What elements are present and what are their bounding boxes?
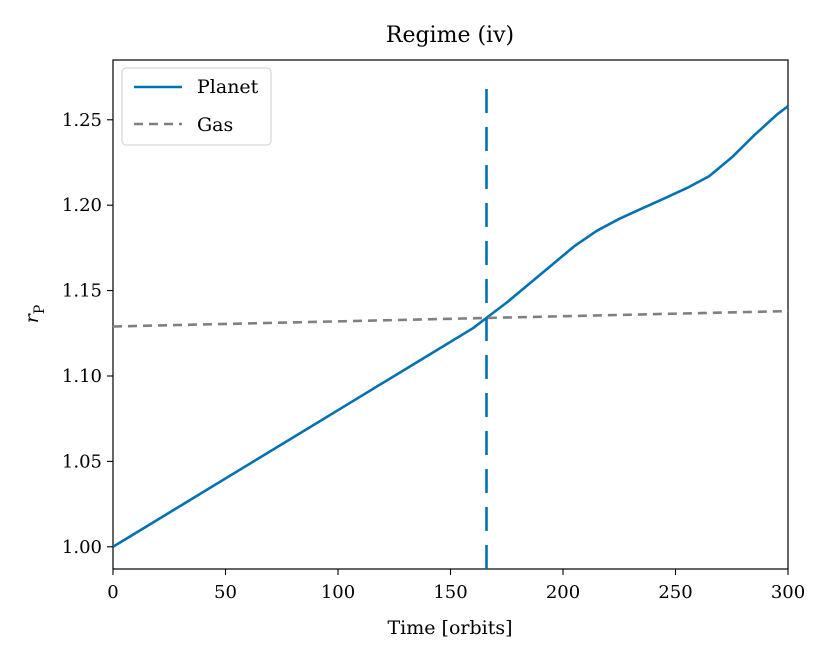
x-tick-label: 200 [546, 582, 580, 603]
x-tick-label: 250 [658, 582, 692, 603]
y-tick-label: 1.20 [62, 195, 102, 216]
y-axis-label-main: r [21, 312, 43, 323]
y-axis-label-subscript: P [32, 305, 48, 314]
x-tick-label: 100 [321, 582, 355, 603]
x-axis-ticks: 0 50 100 150 200 250 300 [107, 569, 805, 603]
legend: Planet Gas [121, 67, 272, 146]
y-axis-label: rP [21, 305, 48, 324]
y-tick-label: 1.15 [62, 281, 102, 302]
series-line-gas [112, 309, 789, 328]
y-tick-label: 1.25 [62, 110, 102, 131]
series-line-planet [112, 105, 789, 548]
x-tick-label: 300 [771, 582, 805, 603]
y-tick-label: 1.05 [62, 451, 102, 472]
legend-planet-label: Planet [197, 76, 259, 98]
y-tick-label: 1.10 [62, 366, 102, 387]
x-tick-label: 150 [433, 582, 467, 603]
series-layer [112, 89, 789, 569]
chart-title: Regime (iv) [386, 23, 514, 48]
x-tick-label: 50 [214, 582, 237, 603]
y-axis-ticks: 1.00 1.05 1.10 1.15 1.20 1.25 [62, 110, 113, 558]
x-tick-label: 0 [107, 582, 118, 603]
x-axis-label: Time [orbits] [387, 617, 512, 639]
legend-gas-label: Gas [197, 114, 233, 136]
y-tick-label: 1.00 [62, 537, 102, 558]
